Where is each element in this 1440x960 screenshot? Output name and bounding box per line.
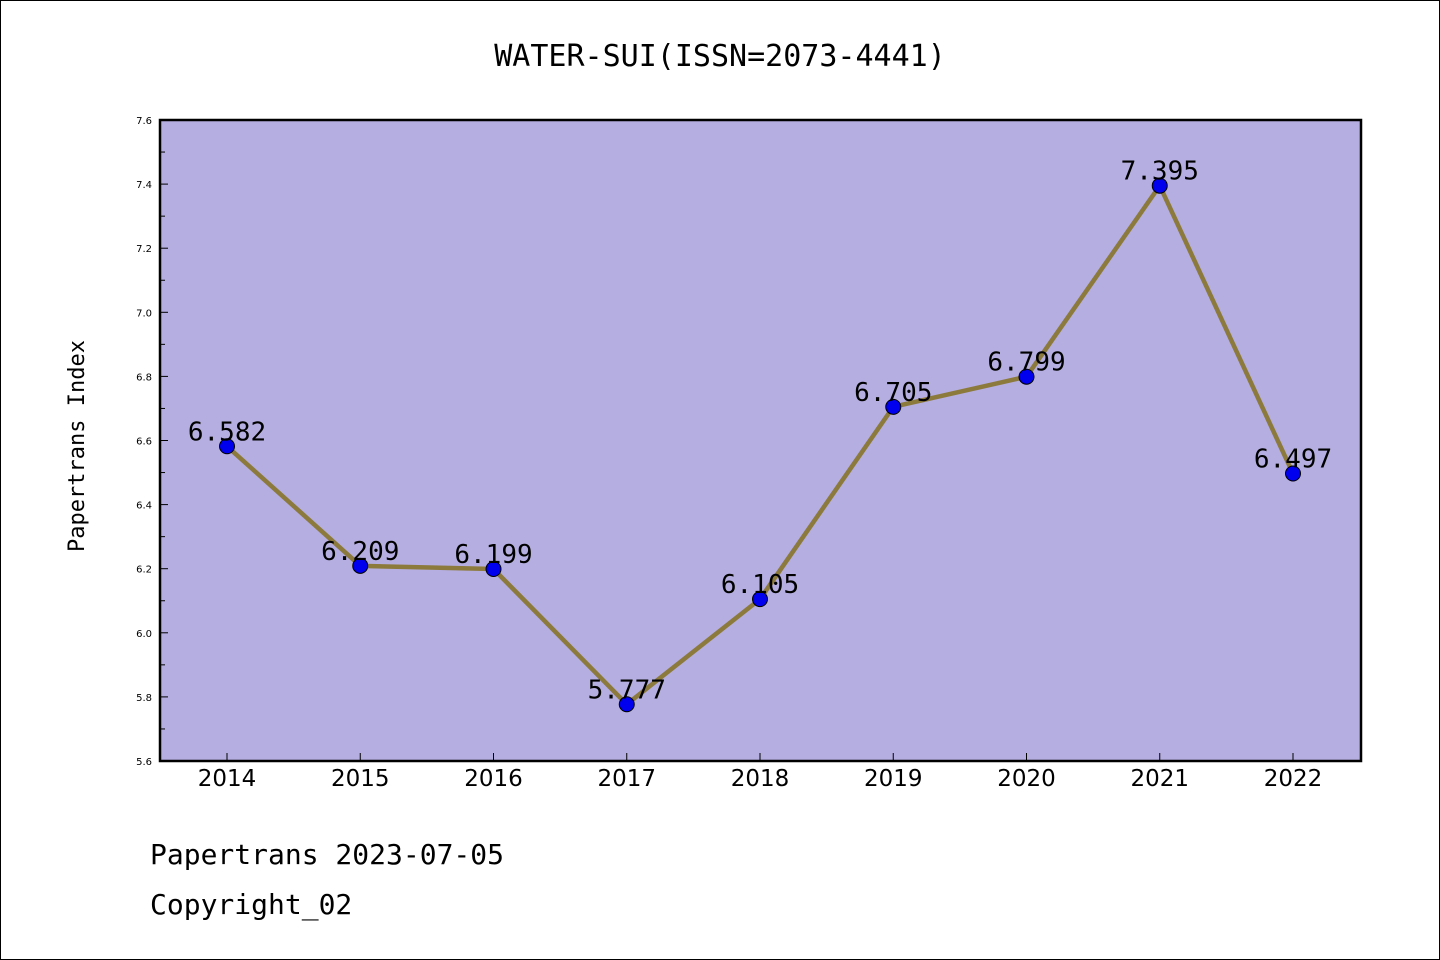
x-tick-label: 2019 bbox=[864, 766, 923, 792]
y-tick-label: 5.6 bbox=[136, 757, 152, 768]
data-point bbox=[885, 398, 902, 415]
data-point bbox=[1151, 177, 1168, 194]
data-point bbox=[485, 561, 502, 578]
x-tick-label: 2015 bbox=[331, 766, 390, 792]
x-tick-label: 2022 bbox=[1264, 766, 1323, 792]
x-tick-label: 2020 bbox=[997, 766, 1056, 792]
data-point bbox=[618, 696, 635, 713]
data-label: 7.395 bbox=[1121, 157, 1199, 187]
data-label: 6.497 bbox=[1254, 445, 1332, 475]
data-label: 6.799 bbox=[987, 348, 1065, 378]
data-label: 6.582 bbox=[188, 417, 266, 447]
y-tick-label: 6.0 bbox=[136, 629, 152, 640]
y-tick-label: 6.2 bbox=[136, 565, 152, 576]
x-tick-label: 2017 bbox=[597, 766, 656, 792]
data-label: 6.105 bbox=[721, 570, 799, 600]
y-tick-label: 7.2 bbox=[136, 244, 152, 255]
data-label: 6.209 bbox=[321, 537, 399, 567]
y-tick-label: 5.8 bbox=[136, 693, 152, 704]
y-tick-label: 6.6 bbox=[136, 437, 152, 448]
y-tick-label: 7.6 bbox=[136, 116, 152, 127]
data-label: 5.777 bbox=[588, 675, 666, 705]
y-tick-label: 6.4 bbox=[136, 501, 152, 512]
x-tick-label: 2014 bbox=[198, 766, 257, 792]
x-axis: 2014 2015 2016 2017 2018 2019 2020 2021 2022 bbox=[198, 753, 1323, 792]
y-tick-label: 7.0 bbox=[136, 308, 152, 319]
x-tick-label: 2016 bbox=[464, 766, 523, 792]
y-axis-label: Papertrans Index bbox=[65, 340, 90, 552]
footer-date: Papertrans 2023-07-05 bbox=[150, 838, 504, 871]
data-point bbox=[1018, 368, 1035, 385]
data-label: 6.199 bbox=[454, 540, 532, 570]
x-tick-label: 2021 bbox=[1130, 766, 1189, 792]
data-point bbox=[752, 591, 768, 608]
data-point bbox=[352, 557, 369, 574]
chart-title: WATER-SUI(ISSN=2073-4441) bbox=[494, 39, 946, 74]
y-tick-label: 7.4 bbox=[136, 180, 152, 191]
data-point bbox=[219, 438, 235, 455]
footer-copyright: Copyright_02 bbox=[150, 888, 352, 922]
x-tick-label: 2018 bbox=[731, 766, 790, 792]
y-axis: 5.6 5.8 6.0 6.2 6.4 6.6 6.8 7.0 7.2 7.4 7.6 bbox=[136, 116, 168, 768]
y-tick-label: 6.8 bbox=[136, 372, 152, 383]
plot-area bbox=[158, 118, 1363, 763]
data-point bbox=[1285, 465, 1301, 482]
data-label: 6.705 bbox=[854, 378, 932, 408]
data-labels: 6.582 6.209 6.199 5.777 6.105 6.705 6.799 7.395… bbox=[188, 157, 1332, 706]
data-points bbox=[219, 177, 1301, 713]
